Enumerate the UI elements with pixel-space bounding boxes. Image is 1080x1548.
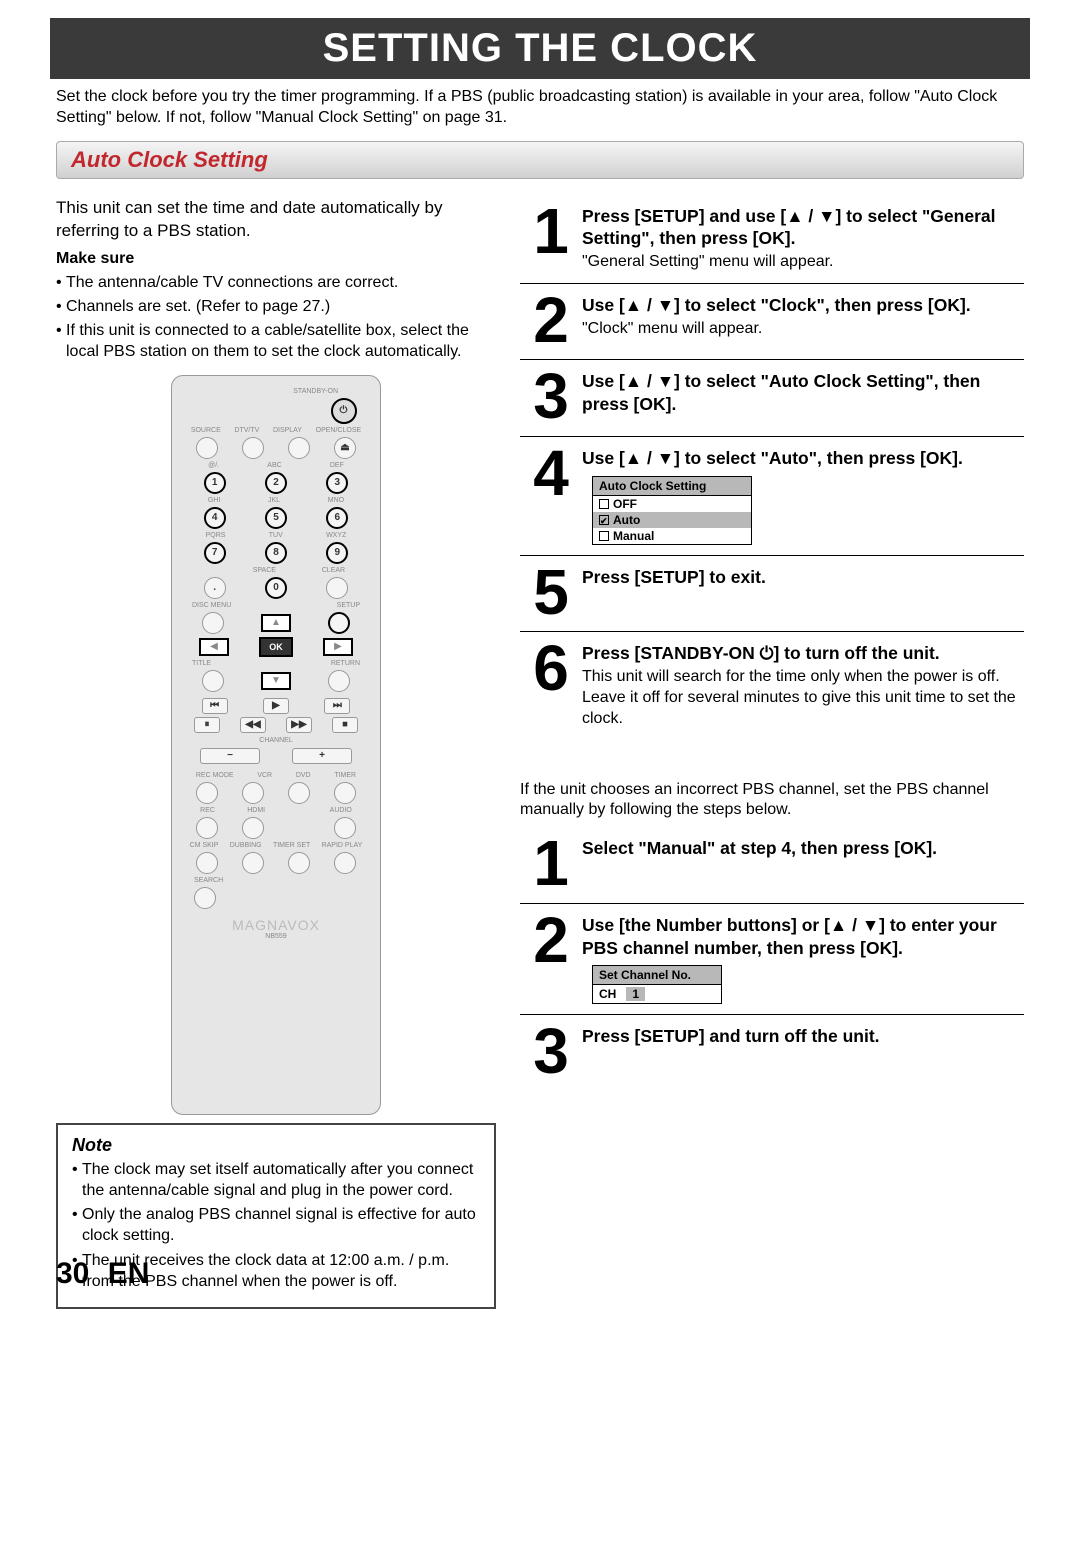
step-title: Press [STANDBY-ON ⏻] to turn off the uni… (582, 642, 1024, 665)
step-a2: 2 Use [▲ / ▼] to select "Clock", then pr… (520, 286, 1024, 361)
sec2-intro: If the unit chooses an incorrect PBS cha… (520, 780, 1024, 822)
num-5: 5 (265, 507, 287, 529)
step-a4: 4 Use [▲ / ▼] to select "Auto", then pre… (520, 439, 1024, 556)
num-0: 0 (265, 577, 287, 599)
step-number: 3 (520, 1023, 582, 1081)
bullet: Channels are set. (Refer to page 27.) (56, 296, 496, 318)
step-title: Use [▲ / ▼] to select "Auto", then press… (582, 447, 1024, 470)
num-4: 4 (204, 507, 226, 529)
section-header: Auto Clock Setting (56, 141, 1024, 179)
up-arrow: ▲ (261, 614, 291, 632)
num-1: 1 (204, 472, 226, 494)
step-sub: "General Setting" menu will appear. (582, 252, 1024, 273)
left-arrow: ◀ (199, 638, 229, 656)
step-a1: 1 Press [SETUP] and use [▲ / ▼] to selec… (520, 197, 1024, 284)
num-6: 6 (326, 507, 348, 529)
step-title: Press [SETUP] and use [▲ / ▼] to select … (582, 205, 1024, 251)
menu-item-off: OFF (593, 496, 751, 512)
set-channel-box: Set Channel No. CH 1 (592, 965, 722, 1004)
section-heading: Auto Clock Setting (71, 147, 1009, 173)
num-3: 3 (326, 472, 348, 494)
note-item: Only the analog PBS channel signal is ef… (72, 1205, 480, 1247)
num-2: 2 (265, 472, 287, 494)
step-number: 4 (520, 445, 582, 545)
step-title: Use [▲ / ▼] to select "Clock", then pres… (582, 294, 1024, 317)
make-sure-list: The antenna/cable TV connections are cor… (56, 272, 496, 362)
step-title: Press [SETUP] to exit. (582, 566, 1024, 589)
down-arrow: ▼ (261, 672, 291, 690)
step-title: Press [SETUP] and turn off the unit. (582, 1025, 1024, 1048)
menu-item-manual: Manual (593, 528, 751, 544)
step-b2: 2 Use [the Number buttons] or [▲ / ▼] to… (520, 906, 1024, 1016)
bullet: If this unit is connected to a cable/sat… (56, 320, 496, 363)
page-title-bar: SETTING THE CLOCK (50, 18, 1030, 79)
num-8: 8 (265, 542, 287, 564)
step-title: Use [▲ / ▼] to select "Auto Clock Settin… (582, 370, 1024, 416)
right-arrow: ▶ (323, 638, 353, 656)
step-title: Use [the Number buttons] or [▲ / ▼] to e… (582, 914, 1024, 960)
note-item: The clock may set itself automatically a… (72, 1160, 480, 1202)
note-title: Note (72, 1135, 480, 1156)
step-a6: 6 Press [STANDBY-ON ⏻] to turn off the u… (520, 634, 1024, 739)
auto-clock-menu: Auto Clock Setting OFF Auto Manual (592, 476, 752, 545)
bullet: The antenna/cable TV connections are cor… (56, 272, 496, 294)
standby-button: ⏻ (331, 398, 357, 424)
step-b3: 3 Press [SETUP] and turn off the unit. (520, 1017, 1024, 1091)
left-intro: This unit can set the time and date auto… (56, 197, 496, 243)
page-lang: EN (108, 1257, 150, 1290)
page-number: 30 (56, 1257, 89, 1290)
step-a5: 5 Press [SETUP] to exit. (520, 558, 1024, 633)
step-number: 6 (520, 640, 582, 729)
step-number: 1 (520, 835, 582, 893)
remote-brand: MAGNAVOX (184, 917, 368, 933)
step-number: 3 (520, 368, 582, 426)
page-title: SETTING THE CLOCK (50, 26, 1030, 71)
num-dot: . (204, 577, 226, 599)
step-sub: This unit will search for the time only … (582, 667, 1024, 729)
standby-label: STANDBY-ON (184, 388, 338, 395)
step-b1: 1 Select "Manual" at step 4, then press … (520, 829, 1024, 904)
ok-button: OK (259, 637, 293, 657)
step-title: Select "Manual" at step 4, then press [O… (582, 837, 1024, 860)
num-7: 7 (204, 542, 226, 564)
num-9: 9 (326, 542, 348, 564)
step-number: 5 (520, 564, 582, 622)
setup-button (328, 612, 350, 634)
step-a3: 3 Use [▲ / ▼] to select "Auto Clock Sett… (520, 362, 1024, 437)
step-number: 2 (520, 292, 582, 350)
step-number: 2 (520, 912, 582, 1005)
make-sure-label: Make sure (56, 250, 496, 268)
page-footer: 30 EN (56, 1257, 149, 1291)
menu-item-auto: Auto (593, 512, 751, 528)
step-number: 1 (520, 203, 582, 273)
remote-model: NB559 (184, 933, 368, 940)
step-sub: "Clock" menu will appear. (582, 319, 1024, 340)
intro-text: Set the clock before you try the timer p… (56, 87, 1024, 129)
remote-diagram: STANDBY-ON ⏻ SOURCEDTV/TVDISPLAYOPEN/CLO… (171, 375, 381, 1115)
